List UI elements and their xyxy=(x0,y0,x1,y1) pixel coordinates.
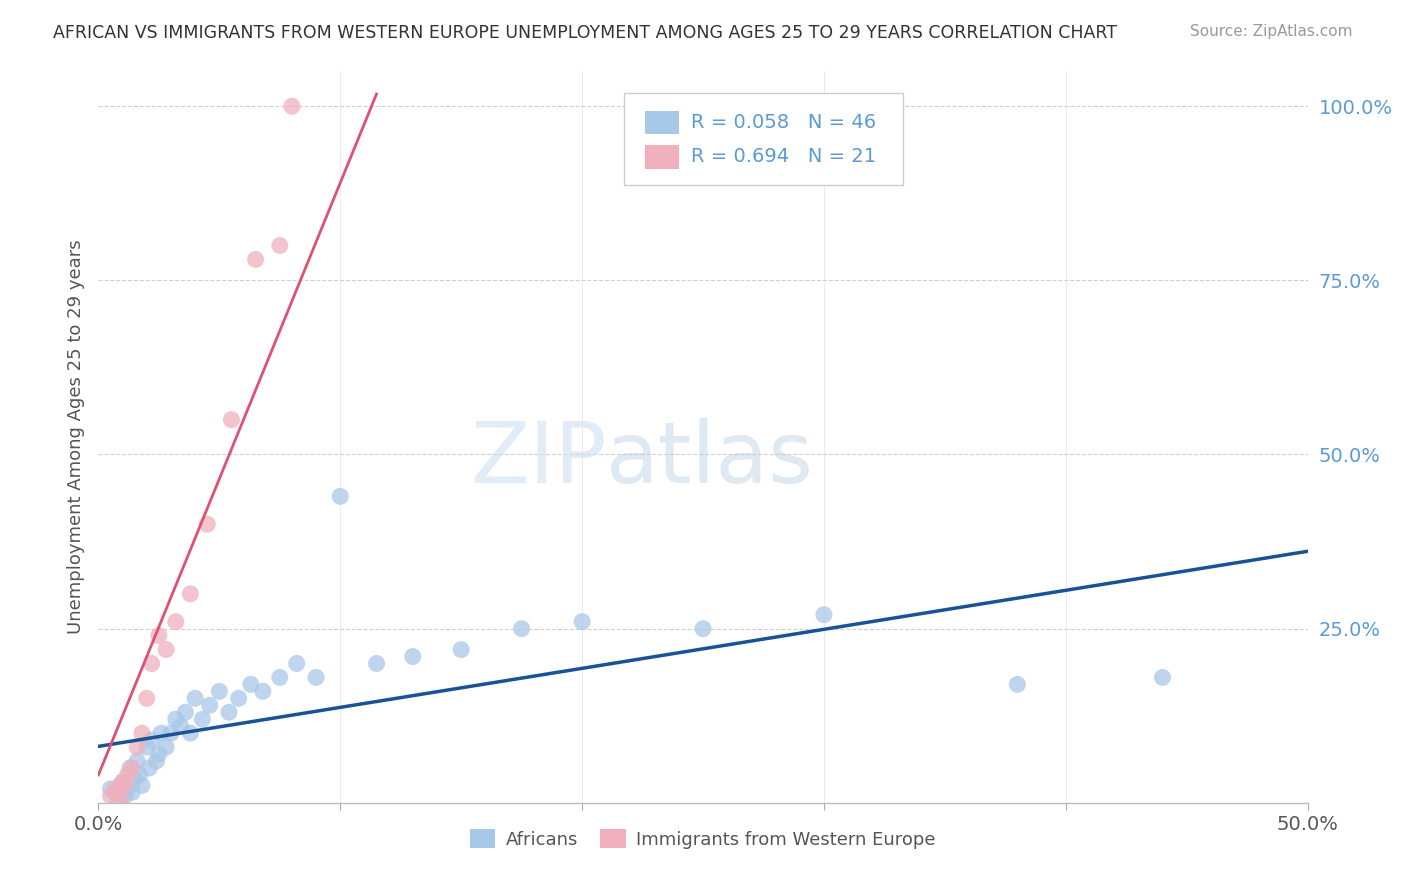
Point xyxy=(155,740,177,755)
Point xyxy=(138,761,160,775)
Point xyxy=(184,691,207,706)
Point xyxy=(104,785,127,799)
Point xyxy=(100,781,122,796)
Legend: Africans, Immigrants from Western Europe: Africans, Immigrants from Western Europe xyxy=(463,822,943,856)
Point xyxy=(198,698,221,713)
Point xyxy=(191,712,214,726)
Point xyxy=(179,726,201,740)
Point xyxy=(100,789,122,803)
Point xyxy=(218,705,240,719)
Point xyxy=(131,726,153,740)
Point xyxy=(124,772,146,786)
Point xyxy=(150,726,173,740)
Point xyxy=(135,691,157,706)
Point xyxy=(114,778,136,792)
Point xyxy=(305,670,328,684)
Text: ZIP: ZIP xyxy=(470,417,606,500)
Point xyxy=(108,792,131,806)
Point xyxy=(160,726,183,740)
Point xyxy=(239,677,262,691)
Point xyxy=(165,615,187,629)
Point xyxy=(141,733,163,747)
FancyBboxPatch shape xyxy=(645,145,679,169)
Point xyxy=(450,642,472,657)
Point xyxy=(1007,677,1029,691)
Point xyxy=(252,684,274,698)
Point xyxy=(127,740,149,755)
Point xyxy=(117,781,139,796)
Point xyxy=(329,489,352,503)
FancyBboxPatch shape xyxy=(624,94,903,185)
Text: R = 0.694   N = 21: R = 0.694 N = 21 xyxy=(690,147,876,167)
Point xyxy=(402,649,425,664)
Y-axis label: Unemployment Among Ages 25 to 29 years: Unemployment Among Ages 25 to 29 years xyxy=(66,240,84,634)
Point xyxy=(269,670,291,684)
Point xyxy=(813,607,835,622)
Point xyxy=(121,785,143,799)
Text: Source: ZipAtlas.com: Source: ZipAtlas.com xyxy=(1189,24,1353,39)
Point xyxy=(111,775,134,789)
Point xyxy=(269,238,291,252)
Point xyxy=(128,768,150,782)
Point xyxy=(107,785,129,799)
Point xyxy=(131,778,153,792)
Point xyxy=(121,761,143,775)
Point xyxy=(145,754,167,768)
Text: R = 0.058   N = 46: R = 0.058 N = 46 xyxy=(690,113,876,132)
Point xyxy=(692,622,714,636)
Point xyxy=(510,622,533,636)
Point xyxy=(169,719,191,733)
Point xyxy=(174,705,197,719)
Point xyxy=(165,712,187,726)
Point xyxy=(208,684,231,698)
Point xyxy=(148,747,170,761)
Point xyxy=(228,691,250,706)
Point xyxy=(108,778,131,792)
Point xyxy=(141,657,163,671)
Point xyxy=(571,615,593,629)
Point xyxy=(1152,670,1174,684)
Text: AFRICAN VS IMMIGRANTS FROM WESTERN EUROPE UNEMPLOYMENT AMONG AGES 25 TO 29 YEARS: AFRICAN VS IMMIGRANTS FROM WESTERN EUROP… xyxy=(53,24,1118,42)
Point xyxy=(281,99,304,113)
Point xyxy=(195,517,218,532)
Point xyxy=(104,781,127,796)
Point xyxy=(285,657,308,671)
Point xyxy=(148,629,170,643)
Point xyxy=(366,657,388,671)
Point xyxy=(111,775,134,789)
Point xyxy=(221,412,243,426)
Point xyxy=(114,789,136,803)
Point xyxy=(155,642,177,657)
Text: atlas: atlas xyxy=(606,417,814,500)
Point xyxy=(135,740,157,755)
Point xyxy=(245,252,267,267)
Point xyxy=(127,754,149,768)
Point xyxy=(107,792,129,806)
Point xyxy=(117,768,139,782)
Point xyxy=(179,587,201,601)
Point xyxy=(118,761,141,775)
FancyBboxPatch shape xyxy=(645,111,679,135)
